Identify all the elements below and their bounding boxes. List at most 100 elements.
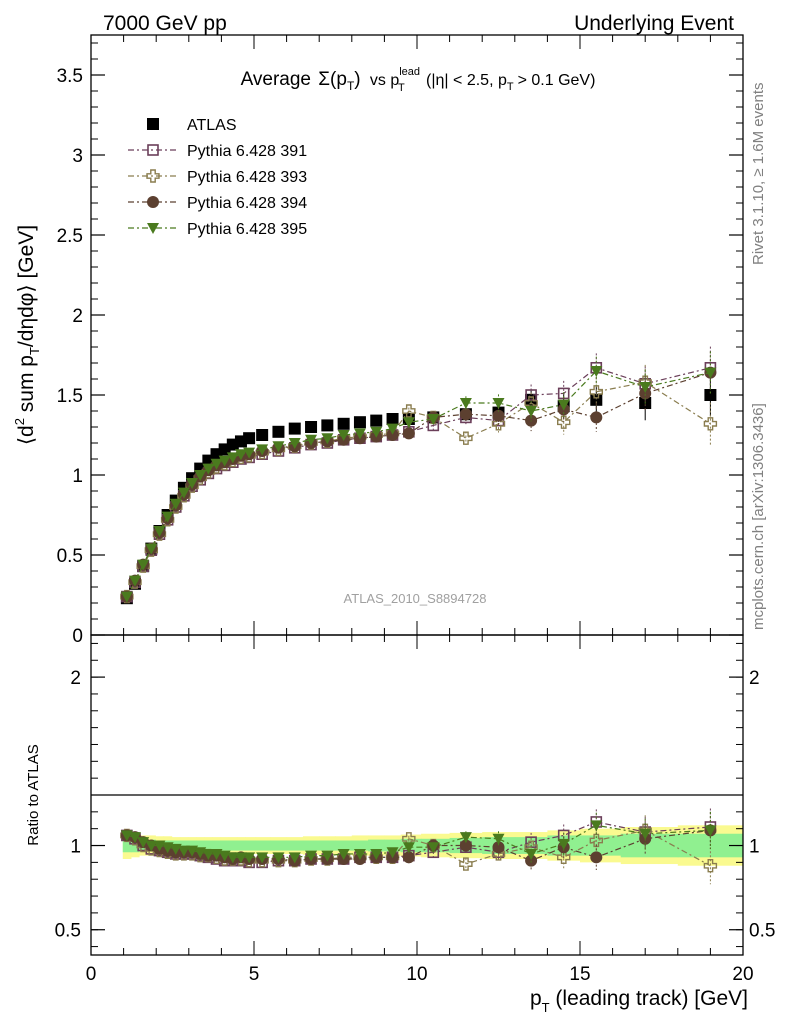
data-point — [402, 417, 415, 429]
x-tick-label: 20 — [732, 964, 753, 985]
ratio-point — [492, 841, 505, 854]
data-point — [386, 423, 399, 435]
data-point — [590, 393, 603, 406]
series-4 — [120, 351, 717, 603]
ratio-point — [321, 850, 334, 862]
main-y-tick-label: 2 — [72, 306, 83, 327]
ratio-point — [272, 852, 285, 864]
ratio-band-inner — [196, 840, 205, 851]
data-point — [321, 433, 334, 445]
ratio-point — [226, 852, 239, 864]
main-y-tick-label: 1 — [72, 466, 83, 487]
main-y-tick-label: 0 — [72, 626, 83, 647]
legend-entry: Pythia 6.428 391 — [128, 143, 307, 160]
legend-label: Pythia 6.428 391 — [187, 143, 307, 160]
data-point — [386, 413, 399, 425]
data-point — [492, 409, 505, 422]
legend-marker — [146, 169, 160, 183]
ratio-y-tick-label: 1 — [70, 837, 81, 858]
data-point — [161, 511, 174, 523]
data-point — [169, 498, 182, 510]
ratio-point — [202, 848, 215, 860]
main-y-tick-label: 0.5 — [57, 546, 83, 567]
data-point — [427, 414, 440, 425]
ratio-point — [492, 833, 505, 845]
legend-entry: Pythia 6.428 394 — [128, 195, 307, 212]
ratio-band-inner — [212, 840, 222, 851]
data-point — [288, 422, 301, 435]
data-point — [226, 452, 239, 464]
ratio-point — [590, 820, 603, 832]
data-point — [639, 387, 652, 400]
series-2 — [120, 364, 718, 604]
ratio-point — [590, 851, 603, 864]
data-point — [459, 431, 473, 445]
data-point — [129, 575, 142, 587]
data-point — [153, 526, 166, 537]
ratio-band-inner — [204, 840, 213, 851]
ratio-marks — [120, 808, 718, 885]
data-point — [704, 389, 717, 401]
legend-label: Pythia 6.428 394 — [187, 195, 307, 212]
data-point — [590, 366, 603, 377]
legend-marker — [147, 196, 159, 208]
ratio-band-inner — [122, 838, 132, 853]
data-point — [459, 408, 472, 421]
main-y-tick-label: 2.5 — [57, 226, 83, 247]
data-point — [589, 385, 603, 399]
data-point — [337, 430, 350, 441]
data-point — [492, 398, 505, 409]
data-point — [234, 449, 247, 461]
main-y-tick-label: 1.5 — [57, 386, 83, 407]
ratio-band-inner — [368, 839, 385, 852]
legend: ATLAS Pythia 6.428 391 Pythia 6.428 393 Pyt… — [128, 117, 307, 238]
ratio-band-inner — [286, 840, 304, 851]
data-point — [353, 428, 366, 440]
ratio-band-inner — [179, 840, 189, 851]
data-point — [243, 432, 256, 445]
ratio-band-inner — [620, 833, 679, 858]
data-point — [305, 421, 318, 433]
ratio-point — [639, 828, 652, 840]
ratio-point — [703, 859, 718, 873]
ratio-band-inner — [319, 840, 336, 851]
ratio-band-inner — [228, 840, 238, 851]
ratio-y-tick-label-right: 2 — [749, 668, 760, 689]
data-point — [256, 429, 269, 441]
data-point — [186, 478, 199, 489]
ratio-point — [557, 850, 571, 865]
ratio-point — [402, 851, 415, 864]
ratio-band-inner — [130, 838, 140, 853]
legend-entry: Pythia 6.428 393 — [128, 169, 307, 186]
ratio-point — [337, 848, 350, 860]
data-point — [272, 425, 285, 438]
ratio-point — [177, 845, 190, 857]
data-point — [256, 444, 269, 456]
mcplots-label: mcplots.cern.ch [arXiv:1306.3436] — [750, 403, 767, 630]
header-left: 7000 GeV pp — [103, 12, 227, 35]
main-y-tick-label: 3.5 — [57, 66, 83, 87]
ratio-point — [557, 838, 570, 850]
ratio-point — [129, 832, 142, 844]
data-point — [525, 389, 537, 401]
ratio-point — [234, 852, 247, 864]
ratio-y-tick-label-right: 1 — [749, 837, 760, 858]
ratio-line — [126, 824, 711, 858]
main-marks — [120, 346, 718, 605]
data-point — [704, 367, 717, 379]
series-line — [126, 381, 711, 597]
ratio-band-inner — [270, 840, 288, 851]
ratio-point — [353, 848, 366, 860]
ratio-point — [370, 848, 383, 860]
ratio-band-inner — [384, 839, 402, 852]
ratio-series-3 — [120, 811, 717, 864]
data-point — [194, 470, 207, 481]
data-point — [353, 416, 366, 429]
data-point — [402, 404, 416, 418]
legend-label: Pythia 6.428 393 — [187, 169, 307, 186]
main-y-label: ⟨d2 sum pT/dηdφ⟩ [GeV] — [12, 225, 42, 445]
ratio-y-tick-label: 2 — [70, 668, 81, 689]
data-point — [305, 434, 318, 446]
ratio-band-inner — [351, 840, 369, 851]
